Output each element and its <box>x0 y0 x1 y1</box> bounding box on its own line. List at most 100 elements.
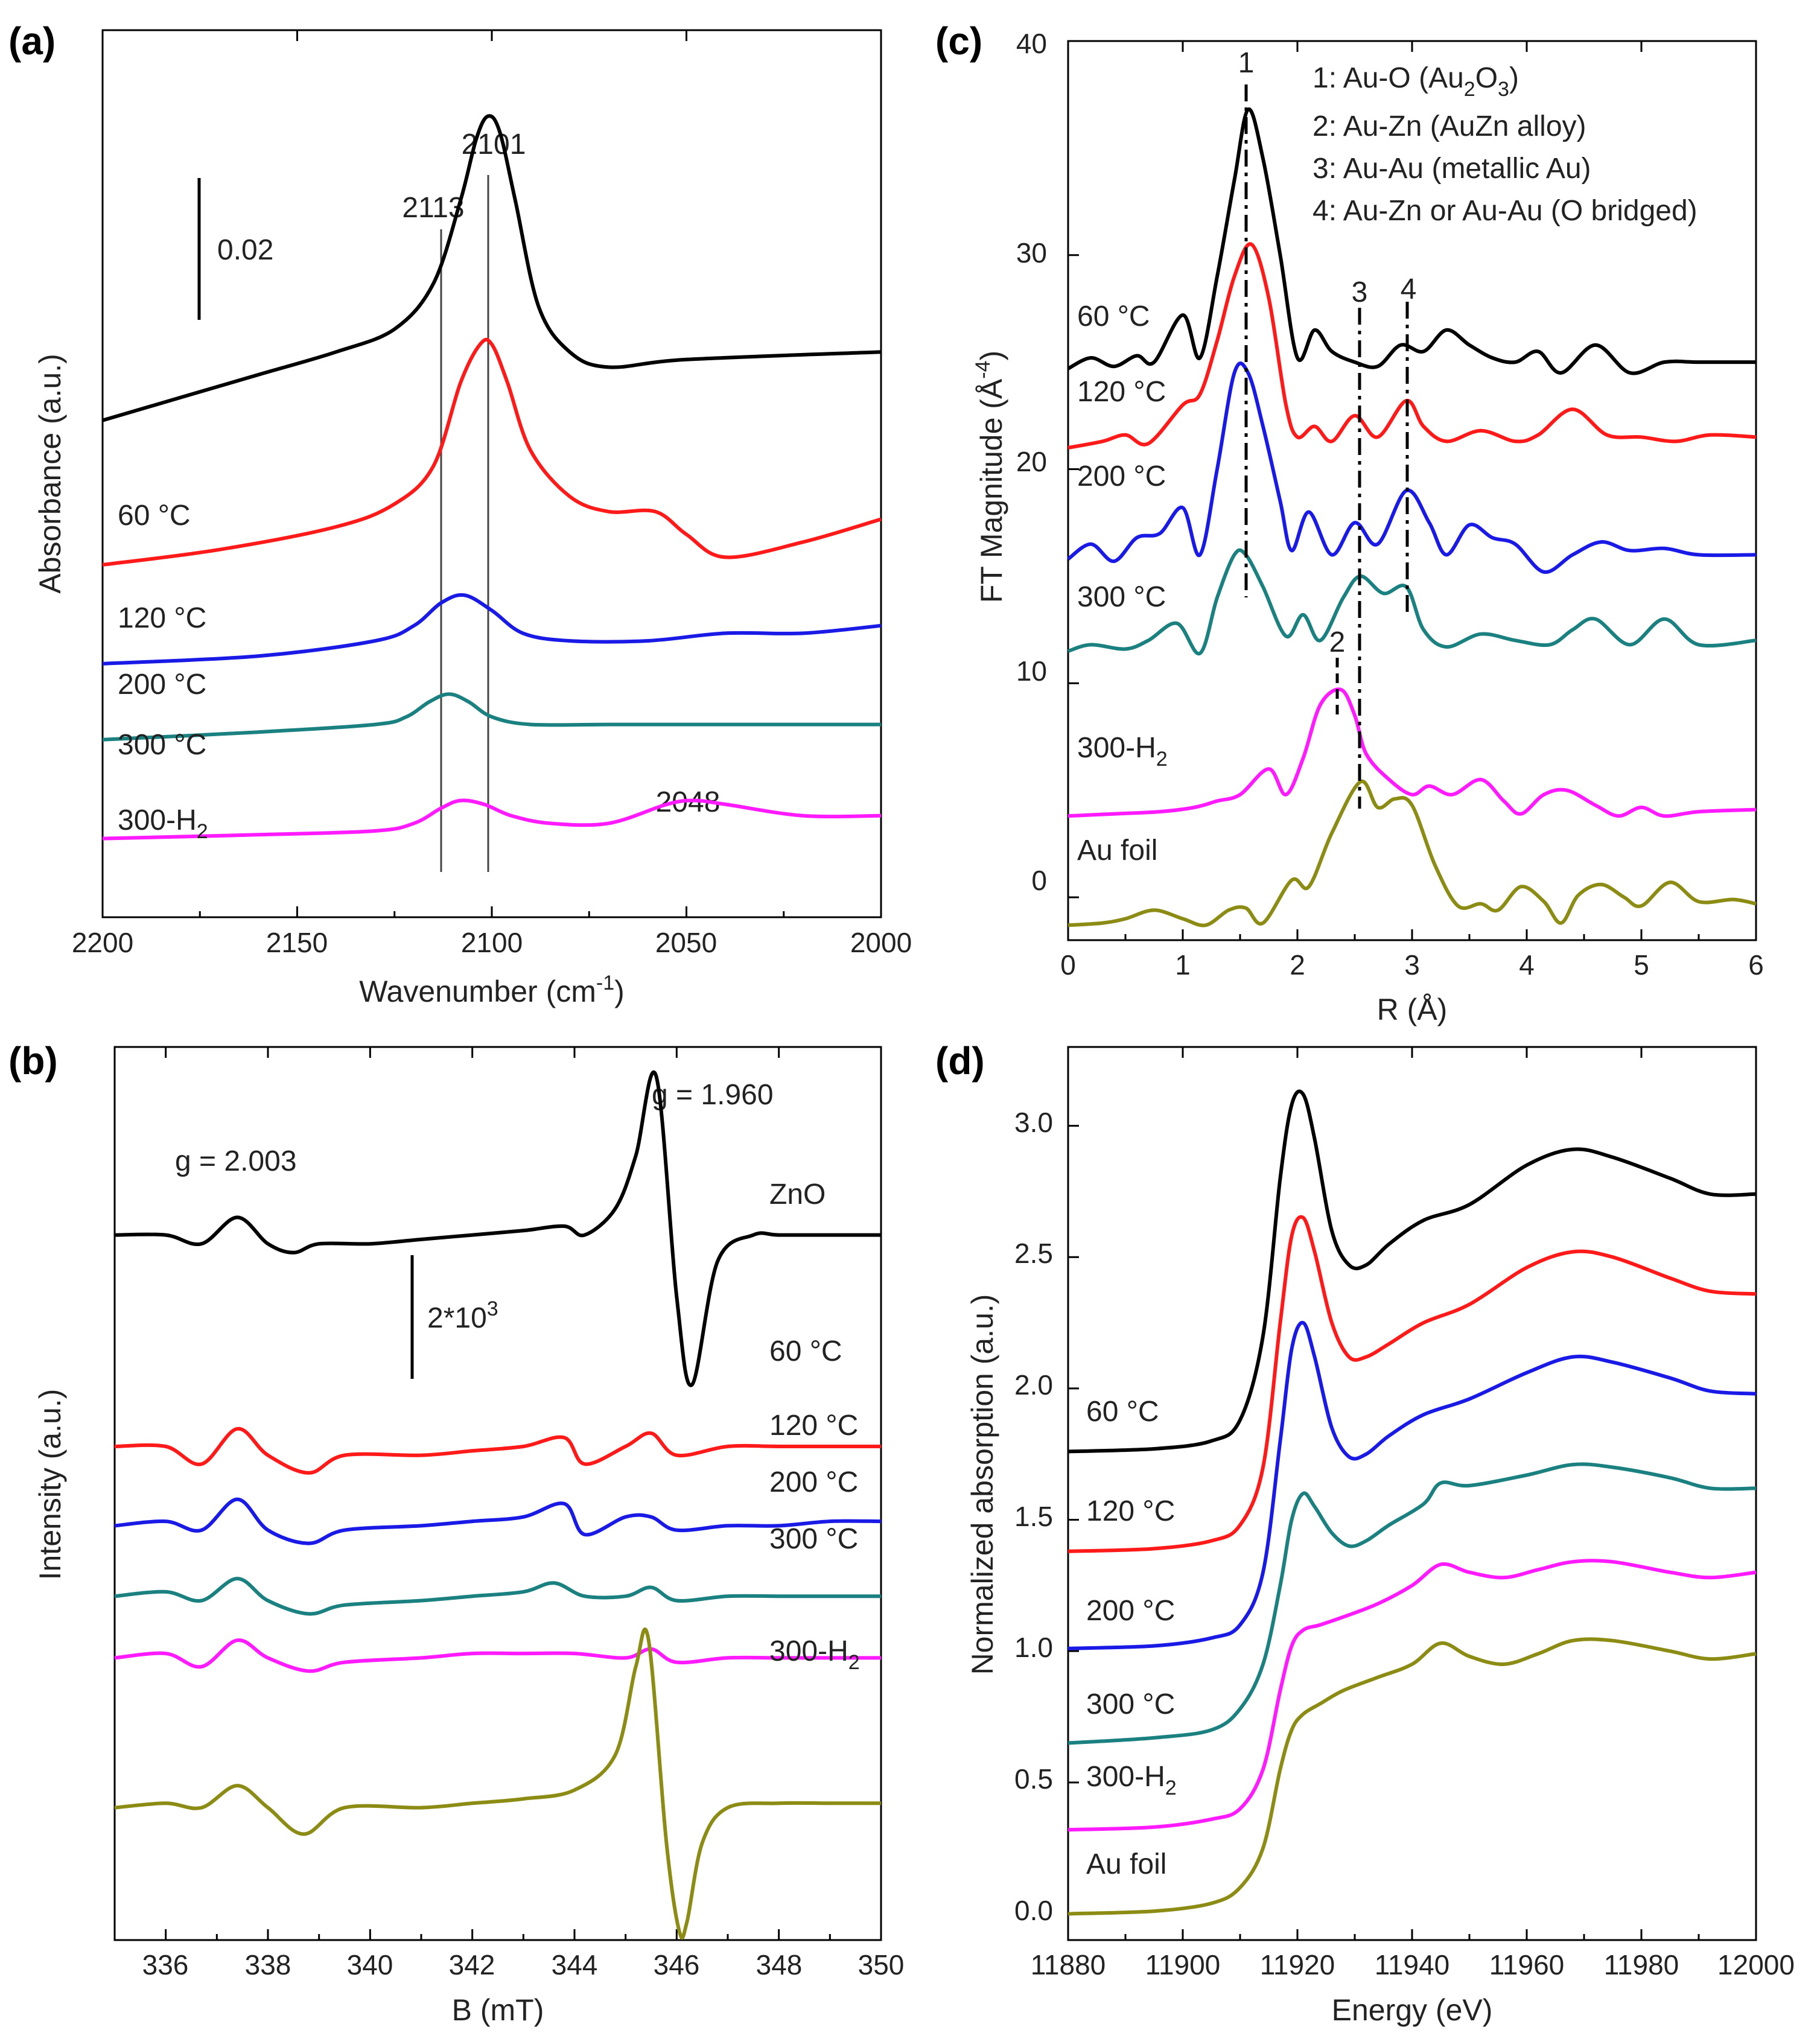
c-series-label-200C: 200 °C <box>1077 460 1166 492</box>
a-series-label-300C: 300 °C <box>118 729 206 761</box>
d-ytick-label: 0.0 <box>1014 1895 1053 1926</box>
c-ytick-label: 20 <box>1016 446 1047 477</box>
c-series-label-300C: 300 °C <box>1077 581 1166 613</box>
a-series-label-200C: 200 °C <box>118 669 206 701</box>
series-line-c-2 <box>1067 361 1757 574</box>
b-xtick-label: 336 <box>142 1949 189 1980</box>
d-series-label-60C: 60 °C <box>1086 1396 1159 1428</box>
a-xtick-label: 2200 <box>72 927 133 958</box>
panel-c: (c) 0 1 2 3 4 5 6 0 10 20 30 40 R (Å) FT… <box>935 19 1764 1026</box>
panel-c-label: (c) <box>935 19 982 63</box>
panel-a-x-ticks <box>101 30 882 917</box>
series-line-c-3 <box>1068 548 1757 656</box>
c-legend: 1: Au-O (Au2O3) 2: Au-Zn (AuZn alloy) 3:… <box>1312 62 1698 227</box>
b-g1960-label: g = 1.960 <box>652 1079 774 1111</box>
b-xtick-label: 340 <box>347 1949 393 1980</box>
series-line-d-5 <box>1068 1637 1757 1916</box>
a-y-axis-label: Absorbance (a.u.) <box>33 354 67 593</box>
b-series-label-60C: 60 °C <box>769 1335 842 1367</box>
d-xtick-label: 11920 <box>1260 1949 1335 1980</box>
c-legend-item-3: 3: Au-Au (metallic Au) <box>1312 153 1591 185</box>
c-series-label-60C: 60 °C <box>1077 301 1150 332</box>
d-ytick-label: 0.5 <box>1014 1763 1053 1795</box>
series-line-c-4 <box>1068 687 1757 818</box>
panel-d-ticks <box>1067 1047 1757 1940</box>
d-xtick-label: 11880 <box>1031 1949 1106 1980</box>
c-xtick-label: 1 <box>1175 949 1191 981</box>
panel-c-ticks <box>1067 40 1757 940</box>
series-line-b-1 <box>114 1427 882 1475</box>
d-series-label-120C: 120 °C <box>1086 1495 1175 1527</box>
c-x-axis-label: R (Å) <box>1377 993 1448 1026</box>
c-legend-item-2: 2: Au-Zn (AuZn alloy) <box>1312 110 1586 142</box>
c-ytick-label: 40 <box>1016 28 1047 59</box>
c-marker-label-4: 4 <box>1401 273 1417 305</box>
c-xtick-label: 4 <box>1519 949 1535 981</box>
c-legend-item-1: 1: Au-O (Au2O3) <box>1312 62 1519 101</box>
series-line-a-3 <box>102 692 881 742</box>
c-legend-item-4: 4: Au-Zn or Au-Au (O bridged) <box>1312 195 1698 227</box>
b-xtick-label: 342 <box>449 1949 495 1980</box>
d-xtick-label: 11980 <box>1604 1949 1679 1980</box>
series-line-a-0 <box>102 114 882 422</box>
d-series-label-Aufoil: Au foil <box>1086 1848 1166 1880</box>
series-line-d-1 <box>1068 1215 1757 1553</box>
panel-b-label: (b) <box>8 1039 58 1083</box>
d-xtick-label: 11940 <box>1375 1949 1450 1980</box>
b-xtick-label: 348 <box>756 1949 803 1980</box>
b-series-label-200C: 200 °C <box>769 1466 858 1498</box>
a-scale-bar-label: 0.02 <box>217 234 273 266</box>
c-series-label-120C: 120 °C <box>1077 376 1166 408</box>
a-series-label-120C: 120 °C <box>118 602 206 634</box>
series-line-b-5 <box>114 1627 881 1940</box>
series-line-d-0 <box>1068 1089 1757 1454</box>
b-y-axis-label: Intensity (a.u.) <box>33 1389 67 1580</box>
c-series-label-Aufoil: Au foil <box>1077 835 1157 867</box>
series-line-c-0 <box>1067 107 1756 375</box>
b-xtick-label: 344 <box>552 1949 598 1980</box>
b-x-axis-label: B (mT) <box>452 1993 544 2027</box>
c-xtick-label: 2 <box>1290 949 1305 981</box>
c-xtick-label: 3 <box>1404 949 1420 981</box>
d-y-axis-label: Normalized absorption (a.u.) <box>966 1294 999 1675</box>
series-line-b-2 <box>114 1497 882 1545</box>
panel-b-series <box>114 1070 882 1940</box>
c-xtick-label: 6 <box>1748 949 1764 981</box>
b-g2003-label: g = 2.003 <box>175 1145 297 1177</box>
a-xtick-label: 2000 <box>850 927 912 958</box>
a-xtick-label: 2150 <box>266 927 328 958</box>
series-line-b-3 <box>114 1577 881 1616</box>
series-line-c-1 <box>1068 242 1757 450</box>
d-ytick-label: 1.0 <box>1014 1632 1053 1663</box>
d-xtick-label: 11960 <box>1489 1949 1565 1980</box>
series-line-d-2 <box>1068 1320 1757 1650</box>
panel-a-frame <box>101 29 882 918</box>
series-line-a-1 <box>102 337 882 567</box>
a-series-label-300H2: 300-H2 <box>118 804 208 843</box>
series-line-c-5 <box>1068 779 1757 927</box>
b-series-label-300H2: 300-H2 <box>769 1635 860 1674</box>
panel-b-frame <box>113 1046 882 1941</box>
b-xtick-label: 346 <box>654 1949 700 1980</box>
d-x-axis-label: Energy (eV) <box>1332 1993 1493 2027</box>
c-xtick-label: 5 <box>1634 949 1649 981</box>
series-line-d-3 <box>1068 1462 1757 1745</box>
a-xtick-label: 2050 <box>655 927 717 958</box>
panel-d: (d) 11880 11900 11920 11940 11960 11980 … <box>935 1039 1795 2027</box>
series-line-d-4 <box>1068 1559 1757 1832</box>
panel-d-series <box>1068 1089 1757 1916</box>
c-xtick-label: 0 <box>1060 949 1076 981</box>
panel-c-series <box>1067 107 1757 927</box>
series-line-b-4 <box>114 1638 881 1673</box>
d-ytick-label: 1.5 <box>1014 1501 1053 1532</box>
series-line-a-2 <box>102 593 882 666</box>
d-xtick-label: 12000 <box>1717 1949 1795 1980</box>
d-ytick-label: 3.0 <box>1014 1107 1053 1138</box>
a-xtick-label: 2100 <box>461 927 523 958</box>
c-ytick-label: 10 <box>1016 655 1047 687</box>
panel-b: (b) 336 338 340 342 344 346 348 350 B (m… <box>8 1039 904 2027</box>
c-ytick-label: 0 <box>1031 865 1047 896</box>
b-series-label-ZnO: ZnO <box>769 1179 826 1210</box>
c-marker-label-3: 3 <box>1352 276 1368 308</box>
